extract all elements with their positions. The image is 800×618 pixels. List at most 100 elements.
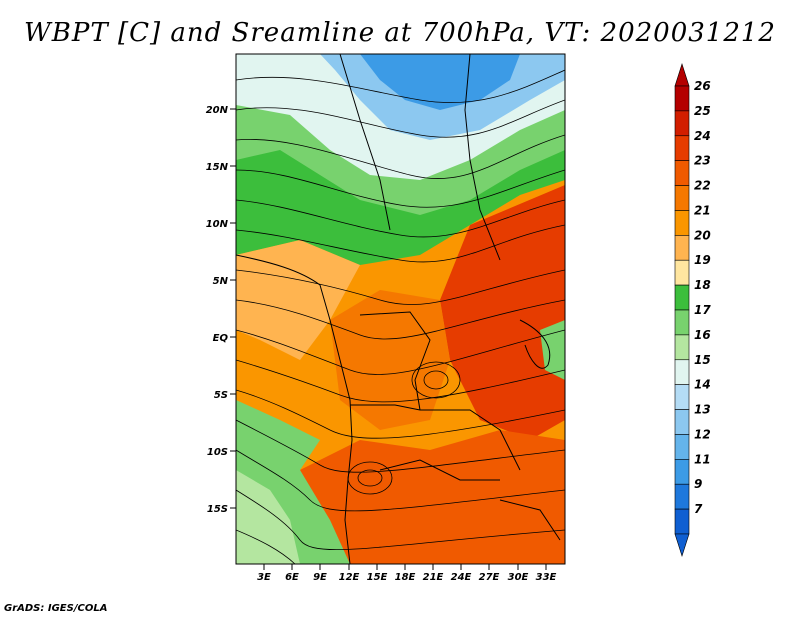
border <box>499 499 561 541</box>
lat-label: 5N <box>213 276 229 287</box>
vortex <box>357 469 383 487</box>
lat-label: EQ <box>213 333 229 344</box>
field-southwest-lightgreen <box>236 470 300 564</box>
colorbar-label: 23 <box>694 154 711 168</box>
colorbar-swatch <box>674 334 690 361</box>
colorbar-label: 12 <box>694 427 711 441</box>
lat-label: 5S <box>214 390 228 401</box>
colorbar-swatch <box>674 235 690 261</box>
streamline <box>236 419 565 473</box>
colorbar-label: 7 <box>694 502 703 516</box>
lon-tick: 18E <box>395 564 416 583</box>
lat-tick: 10S <box>207 447 236 458</box>
colorbar-label: 13 <box>694 403 711 417</box>
streamline <box>236 389 565 439</box>
streamline <box>236 529 296 564</box>
lat-label: 10N <box>206 219 229 230</box>
lon-tick: 30E <box>508 564 529 583</box>
lat-tick: 5S <box>214 390 236 401</box>
streamline <box>236 169 565 208</box>
colorbar-label: 11 <box>694 452 711 466</box>
colorbar-swatch <box>674 210 690 236</box>
colorbar-label: 25 <box>694 104 711 118</box>
lat-label: 15N <box>206 162 229 173</box>
field-center-orange <box>330 290 450 430</box>
colorbar-swatch <box>674 110 690 137</box>
lon-tick: 15E <box>367 564 388 583</box>
streamlines <box>236 69 565 564</box>
colorbar-label: 22 <box>694 179 711 193</box>
lat-tick: 15S <box>207 504 236 515</box>
streamline <box>236 489 565 551</box>
streamline <box>236 134 565 179</box>
streamline <box>236 359 565 403</box>
colorbar-label: 21 <box>694 203 711 217</box>
lon-tick: 24E <box>451 564 472 583</box>
vortex <box>411 361 461 399</box>
colorbar: 26 25 24 23 22 21 20 19 18 17 16 15 14 13 12 11 9 7 <box>674 63 711 557</box>
colorbar-swatch <box>674 185 690 211</box>
lat-label: 15S <box>207 504 228 515</box>
lon-tick: 27E <box>479 564 500 583</box>
border <box>359 311 431 411</box>
colorbar-swatch <box>674 284 690 311</box>
border <box>339 54 391 231</box>
field-south-red <box>300 430 565 564</box>
lon-tick: 9E <box>313 564 327 583</box>
lat-tick: 20N <box>206 105 236 116</box>
lon-tick: 3E <box>257 564 271 583</box>
lon-tick: 21E <box>423 564 444 583</box>
colorbar-max-arrow <box>674 63 690 87</box>
colorbar-label: 17 <box>694 303 711 317</box>
colorbar-swatch <box>674 508 690 535</box>
lat-tick: 10N <box>206 219 236 230</box>
lon-label: 24E <box>451 572 472 583</box>
lon-label: 12E <box>339 572 360 583</box>
colorbar-swatch <box>674 459 690 485</box>
chart-title: WBPT [C] and Sreamline at 700hPa, VT: 20… <box>24 18 776 48</box>
colorbar-label: 18 <box>694 278 711 292</box>
lon-label: 30E <box>508 572 529 583</box>
lon-axis: 3E 6E 9E 12E 15E 18E 21E 24E 27E 30E 33E <box>257 564 557 583</box>
lon-label: 6E <box>285 572 299 583</box>
field-central-yellow <box>236 240 360 360</box>
lat-label: 20N <box>206 105 229 116</box>
lat-label: 10S <box>207 447 228 458</box>
credit-text: GrADS: IGES/COLA <box>4 603 108 614</box>
colorbar-label: 24 <box>694 129 711 143</box>
colorbar-swatch <box>674 309 690 336</box>
lon-label: 18E <box>395 572 416 583</box>
lat-axis: 20N 15N 10N 5N EQ 5S 10S 15S <box>206 105 236 515</box>
streamline <box>236 299 565 340</box>
colorbar-swatch <box>674 384 690 410</box>
colorbar-label: 26 <box>694 79 711 93</box>
colorbar-swatch <box>674 409 690 435</box>
colorbar-swatch <box>674 135 690 161</box>
colorbar-label: 14 <box>694 378 711 392</box>
streamline <box>236 199 565 238</box>
lon-label: 27E <box>479 572 500 583</box>
streamline <box>236 449 565 512</box>
colorbar-swatch <box>674 483 690 510</box>
streamline <box>236 69 565 103</box>
colorbar-swatch <box>674 85 690 112</box>
border <box>420 409 521 471</box>
streamline <box>236 269 565 305</box>
vortex <box>423 370 449 390</box>
lon-label: 21E <box>423 572 444 583</box>
lon-tick: 33E <box>536 564 557 583</box>
colorbar-label: 15 <box>694 353 711 367</box>
colorbar-swatch <box>674 259 690 286</box>
colorbar-swatch <box>674 160 690 186</box>
colorbar-label: 20 <box>694 228 711 242</box>
border <box>464 54 501 261</box>
wbpt-field <box>236 54 565 564</box>
colorbar-swatch <box>674 434 690 460</box>
country-borders <box>236 54 561 564</box>
streamline <box>236 329 565 375</box>
lon-tick: 6E <box>285 564 299 583</box>
streamline <box>236 99 565 138</box>
colorbar-label: 16 <box>694 328 711 342</box>
lon-tick: 12E <box>339 564 360 583</box>
